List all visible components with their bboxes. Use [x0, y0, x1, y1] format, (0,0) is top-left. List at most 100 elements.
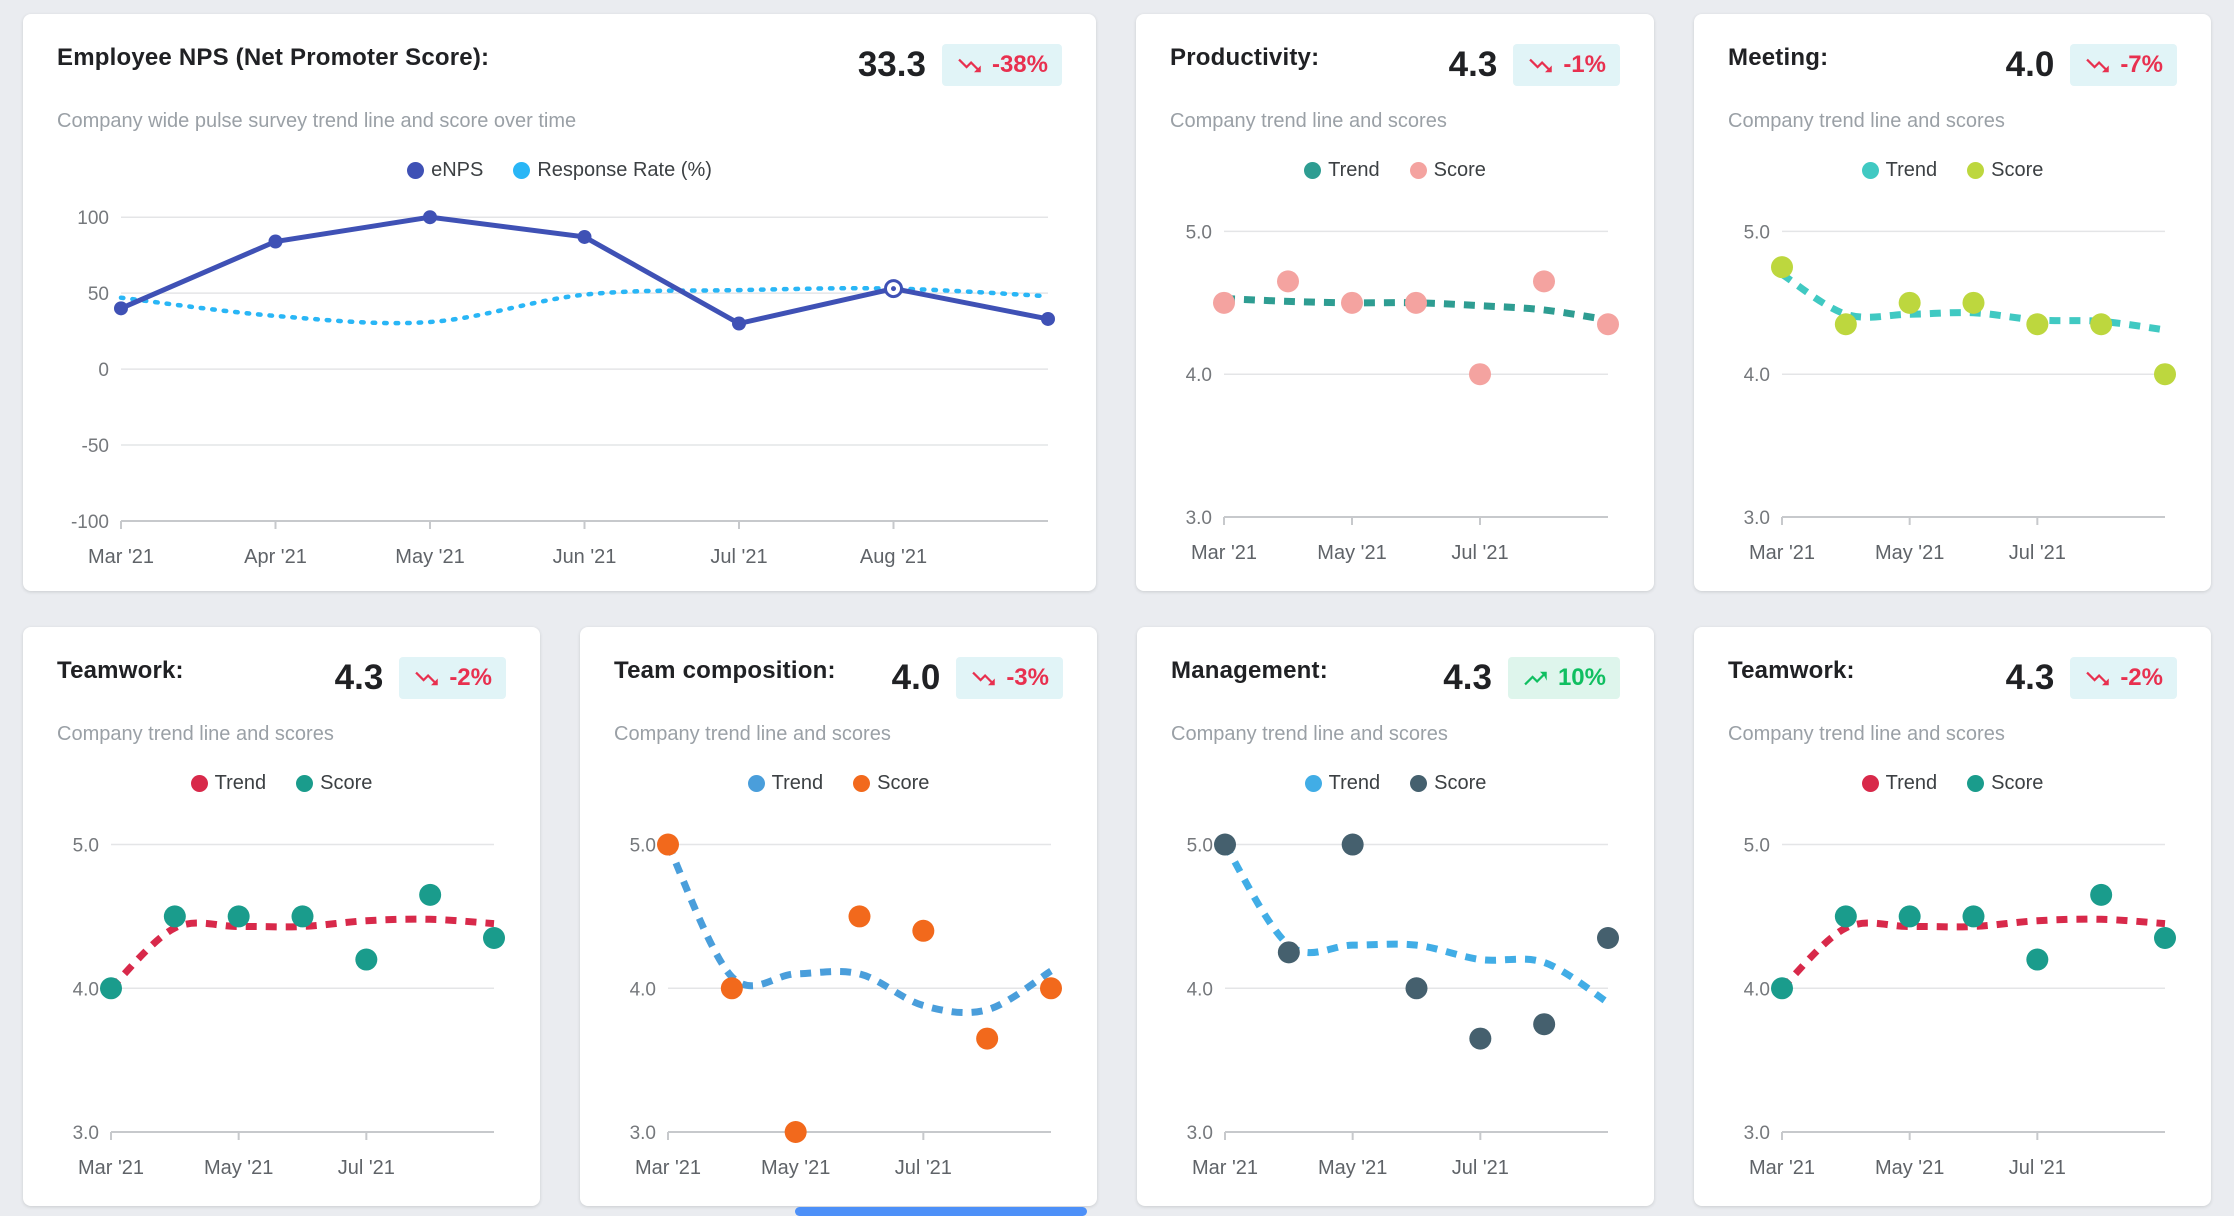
legend-dot	[1861, 775, 1879, 792]
card-subtitle: Company trend line and scores	[614, 723, 891, 745]
svg-text:5.0: 5.0	[73, 836, 99, 857]
svg-text:Jul '21: Jul '21	[1451, 542, 1508, 564]
change-badge: -3%	[956, 657, 1063, 699]
legend-label: Trend	[214, 772, 267, 794]
trend-down-icon	[972, 671, 996, 685]
change-value: -1%	[1563, 51, 1606, 78]
legend-item: Score	[1967, 159, 2043, 182]
chart-legend: Trend Score	[614, 772, 1063, 795]
trend-down-icon	[2086, 671, 2110, 685]
card-subtitle: Company trend line and scores	[57, 723, 334, 745]
card-subtitle: Company trend line and scores	[1170, 110, 1447, 132]
legend-label: Response Rate (%)	[537, 159, 712, 181]
legend-item: Score	[853, 772, 929, 795]
card-value: 4.0	[891, 658, 941, 697]
legend-label: Score	[1434, 772, 1487, 794]
svg-text:4.0: 4.0	[630, 979, 656, 1000]
legend-item: Score	[1967, 772, 2043, 795]
chart-legend: Trend Score	[1171, 772, 1620, 795]
card-value: 4.3	[2005, 658, 2055, 697]
card-header: Team composition: 4.0 -3%	[614, 657, 1063, 699]
svg-text:3.0: 3.0	[630, 1123, 656, 1144]
legend-dot	[1967, 775, 1985, 792]
value-wrap: 4.3 -1%	[1449, 44, 1620, 86]
legend-dot	[1304, 775, 1322, 792]
svg-text:3.0: 3.0	[1744, 1123, 1770, 1144]
legend-dot	[853, 775, 871, 792]
card-title: Teamwork:	[57, 657, 184, 684]
trend-down-icon	[1529, 58, 1553, 72]
svg-text:-50: -50	[82, 436, 109, 457]
legend-item: Trend	[1861, 772, 1937, 795]
legend-label: Trend	[1328, 772, 1381, 794]
svg-text:Jun '21: Jun '21	[553, 546, 617, 568]
teamwork-chart: 5.0 4.0 3.0 Mar '21 May '21 Jul '21	[57, 799, 506, 1190]
svg-text:Mar '21: Mar '21	[78, 1157, 144, 1179]
horizontal-scrollbar-thumb[interactable]	[795, 1207, 1087, 1216]
svg-text:Mar '21: Mar '21	[1191, 542, 1257, 564]
card-title: Employee NPS (Net Promoter Score):	[57, 44, 490, 71]
svg-text:Mar '21: Mar '21	[1192, 1157, 1258, 1179]
card-employee-nps: Employee NPS (Net Promoter Score): 33.3 …	[23, 14, 1096, 591]
change-badge: 10%	[1507, 657, 1620, 699]
value-wrap: 4.3 -2%	[335, 657, 506, 699]
chart-legend: Trend Score	[1728, 772, 2177, 795]
card-value: 4.3	[1448, 45, 1498, 84]
card-title: Meeting:	[1728, 44, 1829, 71]
chart-legend: Trend Score	[1170, 159, 1620, 182]
change-badge: -38%	[941, 44, 1062, 86]
card-management: Management: 4.3 10% Company trend line a…	[1137, 627, 1654, 1206]
value-wrap: 33.3 -38%	[858, 44, 1062, 86]
svg-text:-100: -100	[71, 512, 109, 533]
card-productivity: Productivity: 4.3 -1% Company trend line…	[1136, 14, 1654, 591]
svg-text:May '21: May '21	[1875, 1157, 1944, 1179]
chart-legend: eNPS Response Rate (%)	[57, 159, 1062, 182]
svg-text:May '21: May '21	[204, 1157, 273, 1179]
trend-up-icon	[1524, 671, 1547, 685]
value-wrap: 4.3 10%	[1443, 657, 1620, 699]
legend-dot	[296, 775, 314, 792]
change-value: -38%	[991, 51, 1048, 78]
legend-label: Score	[1991, 772, 2044, 794]
legend-dot	[1861, 162, 1879, 179]
card-subtitle: Company trend line and scores	[1728, 723, 2005, 745]
legend-dot	[1304, 162, 1322, 179]
meeting-chart: 5.0 4.0 3.0 Mar '21 May '21 Jul '21	[1728, 186, 2177, 575]
svg-text:4.0: 4.0	[1744, 365, 1770, 386]
team-composition-chart: 5.0 4.0 3.0 Mar '21 May '21 Jul '21	[614, 799, 1063, 1190]
card-teamwork: Teamwork: 4.3 -2% Company trend line and…	[23, 627, 540, 1206]
dashboard-row-bottom: Teamwork: 4.3 -2% Company trend line and…	[23, 627, 2211, 1206]
legend-label: Score	[1433, 159, 1486, 181]
svg-text:5.0: 5.0	[1187, 836, 1213, 857]
card-meeting: Meeting: 4.0 -7% Company trend line and …	[1694, 14, 2211, 591]
value-wrap: 4.0 -3%	[892, 657, 1063, 699]
change-value: -7%	[2120, 51, 2163, 78]
legend-label: Score	[1991, 159, 2044, 181]
card-value: 4.0	[2005, 45, 2055, 84]
svg-text:Jul '21: Jul '21	[338, 1157, 395, 1179]
legend-dot	[513, 162, 531, 179]
productivity-chart: 5.0 4.0 3.0 Mar '21 May '21 Jul '21	[1170, 186, 1620, 575]
svg-text:Jul '21: Jul '21	[2009, 1157, 2066, 1179]
svg-text:May '21: May '21	[1317, 542, 1386, 564]
card-header: Management: 4.3 10%	[1171, 657, 1620, 699]
card-header: Teamwork: 4.3 -2%	[1728, 657, 2177, 699]
svg-text:5.0: 5.0	[1744, 836, 1770, 857]
card-value: 4.3	[334, 658, 384, 697]
change-badge: -1%	[1513, 44, 1620, 86]
legend-item: Trend	[1861, 159, 1937, 182]
change-badge: -2%	[2070, 657, 2177, 699]
card-header: Teamwork: 4.3 -2%	[57, 657, 506, 699]
legend-dot	[1410, 775, 1428, 792]
svg-text:May '21: May '21	[395, 546, 464, 568]
legend-item: Trend	[1304, 159, 1380, 182]
svg-text:3.0: 3.0	[73, 1123, 99, 1144]
svg-text:3.0: 3.0	[1186, 508, 1212, 529]
svg-text:4.0: 4.0	[1186, 365, 1212, 386]
value-wrap: 4.3 -2%	[2006, 657, 2177, 699]
trend-down-icon	[2086, 58, 2110, 72]
change-value: 10%	[1557, 664, 1606, 691]
legend-item: Trend	[190, 772, 267, 795]
trend-down-icon	[415, 671, 439, 685]
